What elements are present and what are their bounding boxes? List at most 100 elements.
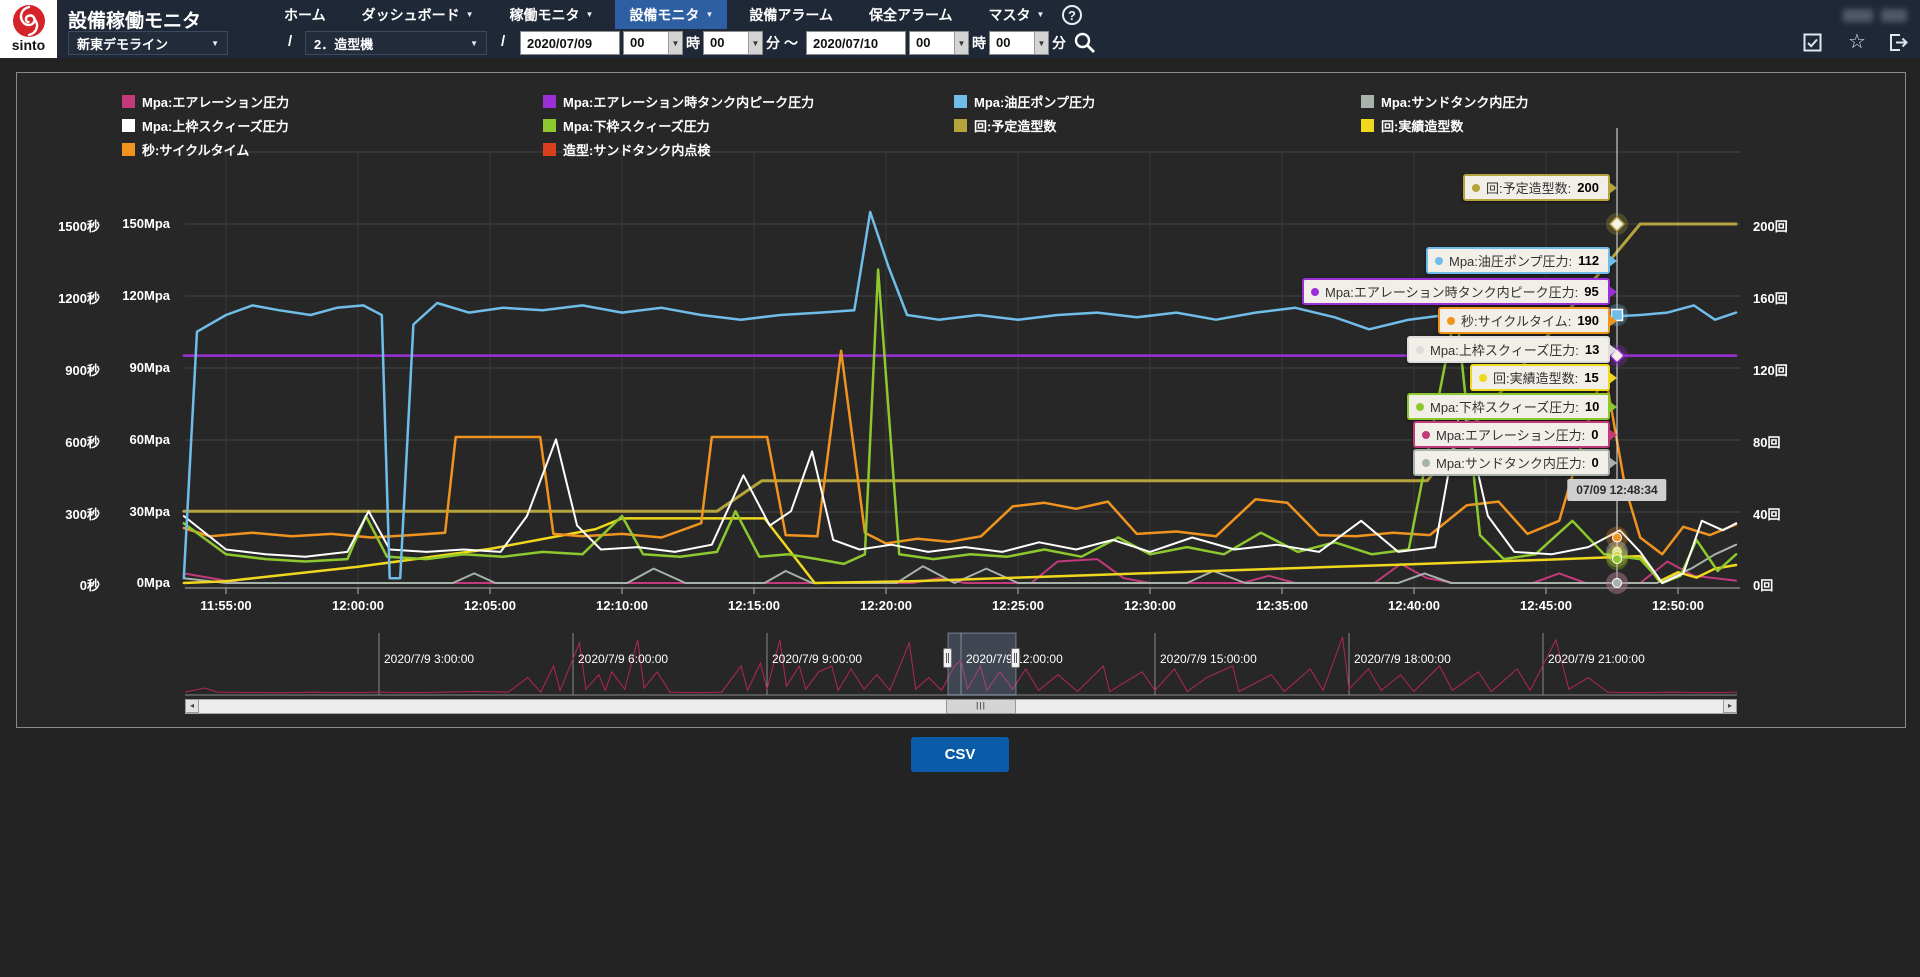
legend-item-6[interactable]: Mpa:下枠スクィーズ圧力	[543, 116, 710, 135]
x-axis-tick-label: 12:45:00	[1520, 598, 1572, 613]
y-axis-kai-label: 120回	[1753, 360, 1788, 379]
minute-label: 分	[1052, 33, 1066, 53]
minute-from-value: 00	[704, 32, 748, 54]
y-axis-seconds-label: 300秒	[40, 504, 100, 523]
tooltip-label: Mpa:サンドタンク内圧力:	[1436, 453, 1586, 472]
navigator-time-label: 2020/7/9 21:00:00	[1548, 652, 1645, 666]
legend-swatch	[1361, 119, 1374, 132]
legend-label: 回:実績造型数	[1381, 116, 1463, 135]
legend-label: Mpa:油圧ポンプ圧力	[974, 92, 1095, 111]
legend-item-2[interactable]: Mpa:エアレーション時タンク内ピーク圧力	[543, 92, 814, 111]
minute-to-select[interactable]: 00▼	[989, 31, 1049, 55]
machine-select[interactable]: 2．造型機▼	[305, 31, 487, 55]
series-tooltip-4: 秒:サイクルタイム: 190	[1438, 307, 1610, 334]
legend-item-3[interactable]: Mpa:油圧ポンプ圧力	[954, 92, 1095, 111]
y-axis-kai-label: 0回	[1753, 575, 1773, 594]
hour-to-select[interactable]: 00▼	[909, 31, 969, 55]
x-axis-tick-label: 12:05:00	[464, 598, 516, 613]
scrollbar-left-arrow[interactable]: ◂	[185, 699, 199, 713]
y-axis-seconds-label: 0秒	[40, 575, 100, 594]
tooltip-label: 秒:サイクルタイム:	[1461, 311, 1571, 330]
y-axis-mpa-label: 60Mpa	[108, 432, 170, 447]
csv-export-button[interactable]: CSV	[911, 737, 1009, 772]
navigator-right-handle[interactable]	[1011, 648, 1020, 668]
legend-swatch	[954, 119, 967, 132]
legend-swatch	[543, 95, 556, 108]
legend-label: 造型:サンドタンク内点検	[563, 140, 710, 159]
sinto-logo[interactable]: sinto	[0, 0, 57, 58]
legend-item-5[interactable]: Mpa:上枠スクィーズ圧力	[122, 116, 289, 135]
hour-from-select[interactable]: 00▼	[623, 31, 683, 55]
navigator-time-label: 2020/7/9 18:00:00	[1354, 652, 1451, 666]
x-axis-tick-label: 12:25:00	[992, 598, 1044, 613]
nav-item-6[interactable]: 保全アラーム	[855, 0, 967, 29]
tooltip-arrow	[1609, 457, 1617, 469]
chevron-down-icon: ▼	[954, 32, 968, 54]
hour-label: 時	[686, 33, 700, 53]
x-axis-tick-label: 12:30:00	[1124, 598, 1176, 613]
tooltip-value: 190	[1577, 313, 1599, 328]
nav-item-1[interactable]: ホーム	[270, 0, 340, 29]
navigator-time-label: 2020/7/9 9:00:00	[772, 652, 862, 666]
tooltip-series-dot	[1422, 459, 1430, 467]
chevron-down-icon: ▼	[705, 10, 713, 19]
tooltip-arrow	[1609, 344, 1617, 356]
series-tooltip-7: Mpa:下枠スクィーズ圧力: 10	[1407, 393, 1610, 420]
chevron-down-icon: ▼	[1037, 10, 1045, 19]
tooltip-arrow	[1609, 255, 1617, 267]
navigator-time-label: 2020/7/9 15:00:00	[1160, 652, 1257, 666]
x-axis-tick-label: 12:50:00	[1652, 598, 1704, 613]
logout-icon[interactable]	[1888, 33, 1908, 57]
legend-item-9[interactable]: 秒:サイクルタイム	[122, 140, 249, 159]
nav-item-3[interactable]: 稼働モニタ▼	[496, 0, 608, 29]
tooltip-series-dot	[1472, 184, 1480, 192]
y-axis-mpa-label: 0Mpa	[108, 575, 170, 590]
legend-item-7[interactable]: 回:予定造型数	[954, 116, 1056, 135]
nav-item-5[interactable]: 設備アラーム	[735, 0, 847, 29]
minute-label: 分	[766, 33, 780, 53]
legend-swatch	[122, 143, 135, 156]
scrollbar-right-arrow[interactable]: ▸	[1723, 699, 1737, 713]
nav-item-label: 保全アラーム	[869, 5, 953, 25]
sinto-swirl-icon	[11, 3, 47, 39]
tooltip-arrow	[1609, 315, 1617, 327]
legend-swatch	[543, 119, 556, 132]
date-to-input[interactable]: 2020/07/10	[806, 31, 906, 55]
tooltip-value: 0	[1591, 427, 1598, 442]
user-name-redacted	[1881, 9, 1907, 22]
nav-item-7[interactable]: マスタ▼	[975, 0, 1059, 29]
x-axis-tick-label: 12:20:00	[860, 598, 912, 613]
tooltip-label: Mpa:下枠スクィーズ圧力:	[1430, 397, 1579, 416]
date-from-input[interactable]: 2020/07/09	[520, 31, 620, 55]
tooltip-label: Mpa:エアレーション時タンク内ピーク圧力:	[1325, 282, 1578, 301]
search-icon[interactable]	[1073, 31, 1096, 59]
legend-item-1[interactable]: Mpa:エアレーション圧力	[122, 92, 289, 111]
series-tooltip-8: Mpa:エアレーション圧力: 0	[1413, 421, 1610, 448]
scrollbar-thumb[interactable]: |||	[946, 699, 1016, 714]
y-axis-seconds-label: 600秒	[40, 432, 100, 451]
legend-item-8[interactable]: 回:実績造型数	[1361, 116, 1463, 135]
help-icon[interactable]: ?	[1062, 5, 1082, 25]
tooltip-arrow	[1609, 286, 1617, 298]
machine-select-value: 2．造型機	[314, 34, 373, 53]
tooltip-value: 112	[1578, 253, 1599, 268]
x-axis-tick-label: 12:10:00	[596, 598, 648, 613]
y-axis-seconds-label: 1500秒	[40, 216, 100, 235]
favorite-star-icon[interactable]: ☆	[1848, 29, 1866, 54]
minute-from-select[interactable]: 00▼	[703, 31, 763, 55]
navigator-left-handle[interactable]	[943, 648, 952, 668]
nav-item-4[interactable]: 設備モニタ▼	[615, 0, 727, 29]
series-tooltip-3: Mpa:エアレーション時タンク内ピーク圧力: 95	[1302, 278, 1610, 305]
y-axis-mpa-label: 120Mpa	[108, 288, 170, 303]
legend-item-10[interactable]: 造型:サンドタンク内点検	[543, 140, 710, 159]
tooltip-label: 回:予定造型数:	[1486, 178, 1571, 197]
line-select[interactable]: 新東デモライン▼	[68, 31, 228, 55]
chevron-down-icon: ▼	[1034, 32, 1048, 54]
nav-item-2[interactable]: ダッシュボード▼	[348, 0, 488, 29]
filter-separator: /	[288, 33, 292, 50]
page-title: 設備稼働モニタ	[68, 6, 201, 33]
series-tooltip-1: 回:予定造型数: 200	[1463, 174, 1610, 201]
tasks-icon[interactable]	[1803, 33, 1822, 57]
legend-item-4[interactable]: Mpa:サンドタンク内圧力	[1361, 92, 1528, 111]
tooltip-label: Mpa:油圧ポンプ圧力:	[1449, 251, 1572, 270]
